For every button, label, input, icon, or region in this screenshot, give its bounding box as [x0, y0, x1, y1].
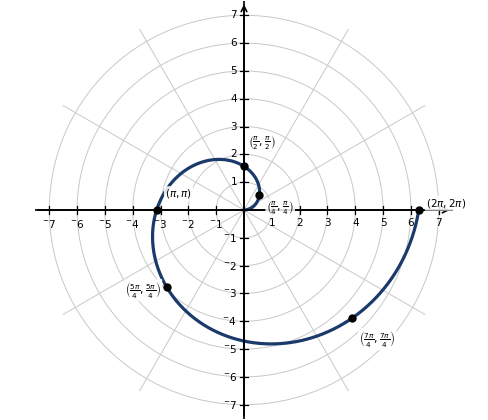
- Text: 3: 3: [230, 121, 237, 131]
- Text: $(2\pi, 2\pi)$: $(2\pi, 2\pi)$: [426, 197, 466, 210]
- Text: 1: 1: [230, 177, 237, 187]
- Text: $^{-}$1: $^{-}$1: [209, 218, 223, 230]
- Text: 1: 1: [268, 218, 275, 228]
- Text: 5: 5: [230, 66, 237, 76]
- Text: 7: 7: [230, 10, 237, 20]
- Text: $^{-}$1: $^{-}$1: [223, 232, 237, 244]
- Text: 5: 5: [380, 218, 386, 228]
- Text: $^{-}$2: $^{-}$2: [223, 260, 237, 272]
- Text: $\left(\frac{7\pi}{4}, \frac{7\pi}{4}\right)$: $\left(\frac{7\pi}{4}, \frac{7\pi}{4}\ri…: [359, 329, 395, 349]
- Text: $\left(\frac{5\pi}{4}, \frac{5\pi}{4}\right)$: $\left(\frac{5\pi}{4}, \frac{5\pi}{4}\ri…: [125, 280, 161, 300]
- Text: $^{-}$5: $^{-}$5: [98, 218, 112, 230]
- Text: $(\pi, \pi)$: $(\pi, \pi)$: [165, 187, 192, 200]
- Text: $^{-}$4: $^{-}$4: [125, 218, 140, 230]
- Text: 4: 4: [230, 94, 237, 104]
- Text: 3: 3: [324, 218, 331, 228]
- Text: $^{-}$2: $^{-}$2: [182, 218, 195, 230]
- Text: $^{-}$6: $^{-}$6: [70, 218, 84, 230]
- Text: 6: 6: [230, 38, 237, 48]
- Text: 6: 6: [407, 218, 414, 228]
- Text: $^{-}$3: $^{-}$3: [153, 218, 168, 230]
- Text: $\left(\frac{\pi}{4}, \frac{\pi}{4}\right)$: $\left(\frac{\pi}{4}, \frac{\pi}{4}\righ…: [266, 200, 294, 217]
- Text: $^{-}$5: $^{-}$5: [223, 343, 237, 355]
- Text: 2: 2: [230, 150, 237, 159]
- Text: 4: 4: [352, 218, 359, 228]
- Text: $^{-}$4: $^{-}$4: [223, 315, 237, 327]
- Text: $^{-}$6: $^{-}$6: [223, 371, 237, 383]
- Text: $\left(\frac{\pi}{2}, \frac{\pi}{2}\right)$: $\left(\frac{\pi}{2}, \frac{\pi}{2}\righ…: [248, 135, 276, 152]
- Text: 2: 2: [296, 218, 303, 228]
- Text: $^{-}$7: $^{-}$7: [42, 218, 57, 230]
- Text: $^{-}$3: $^{-}$3: [223, 287, 237, 299]
- Text: $^{-}$7: $^{-}$7: [223, 399, 237, 411]
- Text: 7: 7: [435, 218, 442, 228]
